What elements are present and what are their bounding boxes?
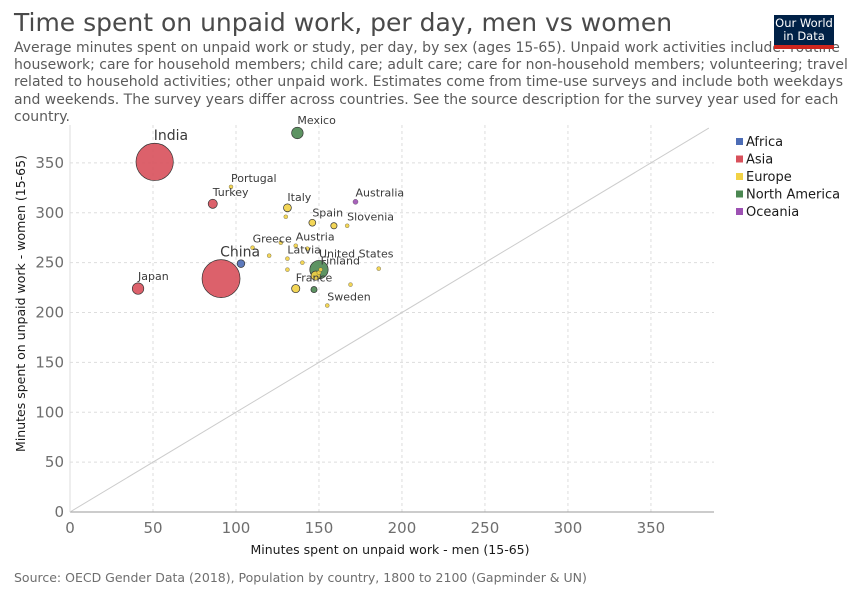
point-label: Finland bbox=[321, 255, 360, 268]
data-point[interactable] bbox=[291, 284, 301, 294]
x-tick-label: 100 bbox=[222, 519, 251, 537]
legend-swatch bbox=[736, 173, 743, 180]
chart-title: Time spent on unpaid work, per day, men … bbox=[14, 8, 673, 37]
x-axis-label: Minutes spent on unpaid work - men (15-6… bbox=[250, 542, 529, 557]
data-point[interactable] bbox=[236, 259, 246, 268]
point-label: Spain bbox=[312, 206, 343, 219]
data-point[interactable] bbox=[207, 198, 218, 209]
reference-line bbox=[69, 127, 710, 513]
x-tick-label: 200 bbox=[388, 519, 417, 537]
y-tick-label: 100 bbox=[35, 403, 64, 421]
data-point[interactable] bbox=[250, 245, 255, 250]
data-point[interactable] bbox=[278, 240, 283, 245]
data-point[interactable] bbox=[267, 253, 272, 258]
legend-label[interactable]: North America bbox=[746, 188, 840, 203]
point-label: Greece bbox=[253, 233, 292, 246]
legend-label[interactable]: Europe bbox=[746, 170, 792, 185]
owid-logo[interactable]: Our World in Data bbox=[774, 15, 834, 49]
y-tick-label: 150 bbox=[35, 353, 64, 371]
point-label: United States bbox=[319, 247, 394, 260]
x-tick-label: 300 bbox=[554, 519, 583, 537]
source-note[interactable]: Source: OECD Gender Data (2018), Populat… bbox=[14, 570, 587, 585]
legend-swatch bbox=[736, 208, 743, 215]
y-tick-label: 200 bbox=[35, 304, 64, 322]
point-label: China bbox=[220, 245, 260, 261]
data-point[interactable] bbox=[308, 218, 317, 227]
x-tick-label: 350 bbox=[637, 519, 666, 537]
data-point[interactable] bbox=[318, 267, 323, 272]
data-point[interactable] bbox=[300, 260, 305, 265]
legend-swatch bbox=[736, 138, 743, 145]
y-tick-label: 350 bbox=[35, 154, 64, 172]
chart-subtitle: Average minutes spent on unpaid work or … bbox=[14, 40, 848, 125]
data-point[interactable] bbox=[348, 282, 353, 287]
data-point[interactable] bbox=[228, 184, 234, 189]
point-label: Portugal bbox=[231, 172, 277, 185]
legend-label[interactable]: Oceania bbox=[746, 205, 799, 220]
legend-swatch bbox=[736, 155, 743, 163]
point-label: Italy bbox=[287, 191, 311, 204]
y-axis-label: Minutes spent on unpaid work - women (15… bbox=[13, 155, 28, 452]
data-point[interactable] bbox=[310, 286, 318, 294]
y-tick-label: 250 bbox=[35, 254, 64, 272]
y-tick-label: 0 bbox=[54, 503, 64, 521]
point-label: Turkey bbox=[212, 186, 249, 199]
data-point[interactable] bbox=[376, 266, 381, 271]
data-point[interactable] bbox=[283, 203, 292, 213]
data-point[interactable] bbox=[293, 243, 298, 248]
point-label: Japan bbox=[137, 270, 169, 283]
data-point[interactable] bbox=[135, 142, 174, 181]
point-label: Australia bbox=[355, 186, 404, 199]
data-point[interactable] bbox=[201, 259, 241, 298]
data-point[interactable] bbox=[330, 222, 338, 230]
data-point[interactable] bbox=[285, 256, 290, 261]
x-tick-label: 150 bbox=[305, 519, 334, 537]
legend-swatch bbox=[736, 190, 743, 198]
point-label: Slovenia bbox=[347, 211, 394, 224]
data-point[interactable] bbox=[345, 223, 350, 228]
point-label: France bbox=[296, 271, 333, 284]
legend-label[interactable]: Africa bbox=[746, 135, 783, 150]
point-label: Austria bbox=[296, 231, 335, 244]
data-point[interactable] bbox=[325, 303, 330, 308]
x-tick-label: 50 bbox=[143, 519, 162, 537]
legend-label[interactable]: Asia bbox=[746, 153, 773, 168]
data-point[interactable] bbox=[131, 282, 145, 295]
logo-line-2: in Data bbox=[783, 29, 825, 43]
point-label: Mexico bbox=[297, 114, 336, 127]
y-tick-label: 50 bbox=[45, 453, 64, 471]
data-point[interactable] bbox=[285, 267, 290, 272]
point-label: Sweden bbox=[327, 291, 370, 304]
x-tick-label: 0 bbox=[65, 519, 75, 537]
x-tick-label: 250 bbox=[471, 519, 500, 537]
data-point[interactable] bbox=[291, 126, 304, 140]
point-label: Latvia bbox=[287, 244, 321, 257]
data-point[interactable] bbox=[283, 214, 288, 219]
y-tick-label: 300 bbox=[35, 204, 64, 222]
logo-line-1: Our World bbox=[775, 16, 833, 30]
point-label: India bbox=[154, 128, 188, 144]
data-point[interactable] bbox=[305, 246, 310, 251]
data-point[interactable] bbox=[352, 199, 359, 205]
